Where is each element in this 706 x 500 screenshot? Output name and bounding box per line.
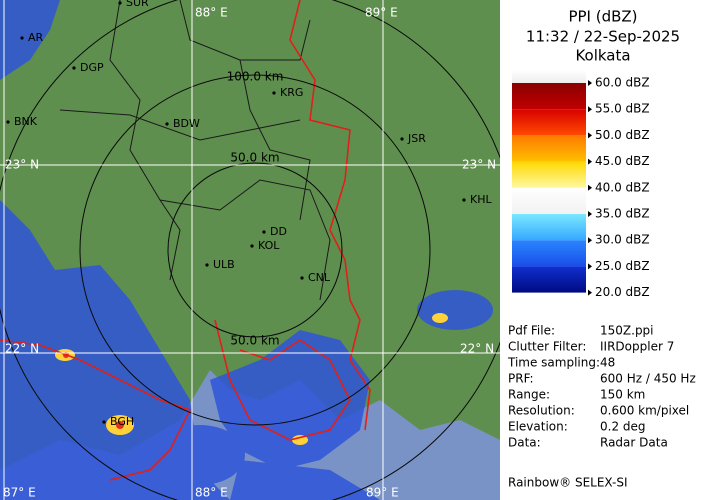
grid-label: 88° E — [195, 6, 228, 20]
legend-pointer — [588, 211, 592, 217]
info-value: IIRDoppler 7 — [600, 340, 674, 354]
legend-band — [512, 214, 586, 241]
place-dot — [462, 198, 466, 202]
info-value: 150Z.ppi — [600, 324, 654, 338]
grid-label: 22° N — [460, 342, 494, 356]
grid-label: 22° N — [5, 342, 39, 356]
place-dot — [272, 91, 276, 95]
range-rings — [0, 0, 500, 500]
place-dot — [262, 230, 266, 234]
legend-band — [512, 70, 586, 83]
place-dot — [250, 244, 254, 248]
legend-label: 50.0 dBZ — [595, 128, 650, 142]
place-label: AR — [28, 31, 44, 44]
legend-band — [512, 109, 586, 136]
place-label: BDW — [173, 117, 200, 130]
place-dot — [102, 420, 106, 424]
info-value: 600 Hz / 450 Hz — [600, 372, 696, 386]
range-label: 100.0 km — [227, 70, 284, 84]
place-dot — [20, 36, 24, 40]
place-dot — [6, 120, 10, 124]
legend-pointer — [588, 289, 592, 296]
grid-label: 89° E — [365, 6, 398, 20]
info-label: Elevation: — [508, 420, 568, 434]
legend-pointer — [588, 158, 592, 165]
place-dot — [400, 137, 404, 141]
district-borders — [59, 0, 331, 301]
grid-label: 88° E — [195, 486, 228, 500]
legend-label: 55.0 dBZ — [595, 102, 650, 116]
grid-label: 87° E — [3, 486, 36, 500]
legend-band — [512, 266, 586, 293]
legend-pointer — [588, 80, 592, 86]
legend-label: 60.0 dBZ — [595, 76, 650, 90]
legend-label: 40.0 dBZ — [595, 180, 650, 194]
legend-pointer — [588, 132, 592, 139]
place-label: KRG — [280, 86, 303, 99]
info-label: Resolution: — [508, 404, 575, 418]
info-label: Pdf File: — [508, 324, 555, 338]
legend-label: 25.0 dBZ — [595, 259, 650, 273]
legend-pointer — [588, 106, 592, 113]
legend-band — [512, 135, 586, 162]
legend-label: 45.0 dBZ — [595, 154, 650, 168]
international-border — [0, 0, 371, 481]
info-value: 0.2 deg — [600, 420, 646, 434]
place-dot — [72, 66, 76, 70]
place-label: DGP — [80, 61, 104, 74]
legend-band — [512, 161, 586, 188]
info-label: Data: — [508, 436, 541, 450]
place-label: SUR — [126, 0, 149, 9]
info-value: 0.600 km/pixel — [600, 404, 689, 418]
info-label: Clutter Filter: — [508, 340, 586, 354]
footer: Rainbow® SELEX-SI — [508, 476, 628, 490]
legend-pointer — [588, 237, 592, 244]
info-label: PRF: — [508, 372, 534, 386]
place-dot — [118, 1, 122, 5]
panel-datetime: 11:32 / 22-Sep-2025 — [526, 28, 680, 46]
range-label: 50.0 km — [230, 334, 279, 348]
legend-label: 35.0 dBZ — [595, 207, 650, 221]
info-value: Radar Data — [600, 436, 668, 450]
place-label: BNK — [14, 115, 38, 128]
grid-label: 89° E — [366, 486, 399, 500]
panel-station: Kolkata — [575, 47, 630, 65]
info-value: 150 km — [600, 388, 645, 402]
range-label: 50.0 km — [230, 151, 279, 165]
info-label: Range: — [508, 388, 550, 402]
place-label: KHL — [470, 193, 492, 206]
place-label: ULB — [213, 258, 235, 271]
legend-label: 30.0 dBZ — [595, 233, 650, 247]
place-label: KOL — [258, 239, 280, 252]
grid-label: 23° N — [462, 158, 496, 172]
legend-pointer — [588, 184, 592, 191]
place-dot — [300, 276, 304, 280]
legend-label: 20.0 dBZ — [595, 285, 650, 299]
place-label: JSR — [407, 132, 426, 145]
place-dot — [205, 263, 209, 267]
graticule — [0, 0, 500, 500]
panel-title: PPI (dBZ) — [568, 8, 637, 26]
place-label: BGH — [110, 415, 134, 428]
info-value: 48 — [600, 356, 615, 370]
legend-band — [512, 187, 586, 214]
grid-label: 23° N — [5, 158, 39, 172]
legend-band — [512, 240, 586, 267]
place-label: CNL — [308, 271, 331, 284]
place-dot — [165, 122, 169, 126]
place-label: DD — [270, 225, 287, 238]
legend-band — [512, 83, 586, 110]
info-label: Time sampling: — [507, 356, 600, 370]
legend-pointer — [588, 263, 592, 270]
